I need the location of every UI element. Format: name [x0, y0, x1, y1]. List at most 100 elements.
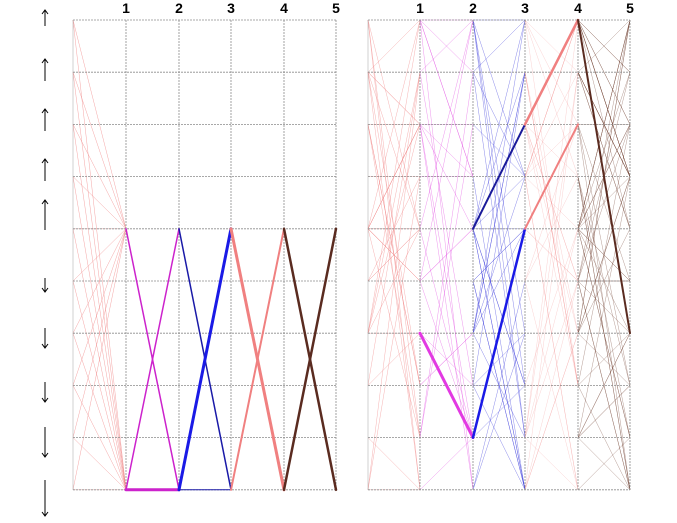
highlight-line [523, 18, 580, 126]
fan-line [72, 228, 127, 438]
fan-line [72, 72, 127, 229]
fan-line [577, 437, 631, 490]
fan-line [367, 437, 421, 490]
arrow-up-icon [41, 9, 49, 26]
fan-line [419, 19, 474, 177]
right-panel: 1 2 3 4 5 [367, 0, 634, 491]
arrow-down-icon [41, 427, 49, 458]
fan-line [419, 124, 474, 490]
fan-line [367, 72, 421, 334]
highlight-line [471, 227, 527, 439]
fan-line [367, 19, 421, 73]
fan-line [419, 19, 474, 73]
fan-line [419, 437, 474, 490]
column-label: 3 [227, 0, 235, 16]
highlight-lines [418, 18, 631, 440]
fan-line [524, 124, 579, 177]
fan-line [72, 228, 127, 334]
fan-line [524, 228, 579, 282]
fan-line [524, 124, 579, 177]
fan-line [524, 176, 579, 229]
fan-line [524, 124, 579, 282]
fan-line [367, 333, 421, 386]
fan-line [72, 333, 127, 490]
fan-line [472, 228, 526, 282]
fan-line [524, 124, 579, 282]
column-label: 3 [521, 0, 529, 16]
fan-line [524, 333, 579, 490]
fan-line [524, 19, 579, 386]
fan-line [577, 19, 631, 177]
fan-line [524, 124, 579, 386]
fan-line [577, 72, 631, 229]
fan-line [524, 333, 579, 490]
left-panel: 1 2 3 4 5 [72, 0, 340, 492]
arrow-up-icon [41, 108, 49, 131]
fan-line [472, 19, 526, 73]
fan-line [524, 72, 579, 438]
fan-line [472, 228, 526, 386]
highlight-line [418, 331, 475, 440]
fan-line [577, 176, 631, 438]
fan-line [72, 228, 127, 282]
arrow-column [41, 9, 49, 517]
fan-line [524, 19, 579, 177]
column-label: 4 [280, 0, 288, 16]
highlight-line [472, 123, 526, 230]
column-label: 2 [469, 0, 477, 16]
column-label: 1 [122, 0, 130, 16]
fan-line [577, 124, 631, 386]
fan-line [472, 72, 526, 334]
column-label: 2 [175, 0, 183, 16]
fan-line [72, 228, 127, 490]
column-label: 5 [626, 0, 634, 16]
column-label: 4 [574, 0, 582, 16]
highlight-line [282, 227, 338, 492]
fan-line [367, 72, 421, 229]
fan-line [367, 72, 421, 125]
fan-line [524, 19, 579, 177]
fan-line [419, 124, 474, 177]
fan-line [367, 124, 421, 386]
fan-line [472, 19, 526, 177]
arrow-up-icon [41, 199, 49, 230]
highlight-line [524, 123, 579, 230]
highlight-line [577, 19, 631, 335]
fan-line [577, 19, 631, 73]
highlight-line [230, 227, 285, 491]
fan-line [472, 385, 526, 438]
arrow-down-icon [41, 278, 49, 293]
arrow-up-icon [41, 58, 49, 81]
fan-line [524, 19, 579, 177]
fan-line [72, 228, 127, 386]
arrow-down-icon [41, 328, 49, 349]
fan-line [72, 19, 127, 229]
grid [72, 19, 337, 491]
fan-line [419, 72, 474, 438]
column-label: 5 [332, 0, 340, 16]
fan-line [524, 19, 579, 73]
fan-line [419, 280, 474, 438]
fan-line [72, 437, 127, 490]
arrow-down-icon [41, 382, 49, 403]
column-label: 1 [416, 0, 424, 16]
fan-line [472, 228, 526, 490]
arrow-up-icon [41, 158, 49, 181]
fan-line [472, 124, 526, 177]
fan-line [72, 176, 127, 229]
fan-line [524, 72, 579, 334]
highlight-line [177, 227, 233, 492]
fan-line [524, 19, 579, 177]
background-lines [72, 19, 127, 491]
highlight-lines [124, 227, 338, 492]
fan-line [524, 437, 579, 490]
fan-line [524, 124, 579, 282]
fan-line [524, 280, 579, 438]
fan-line [577, 385, 631, 438]
fan-line [524, 228, 579, 282]
fan-line [72, 124, 127, 229]
fan-line [524, 228, 579, 386]
highlight-line [125, 228, 180, 491]
arrow-down-icon [41, 480, 49, 517]
